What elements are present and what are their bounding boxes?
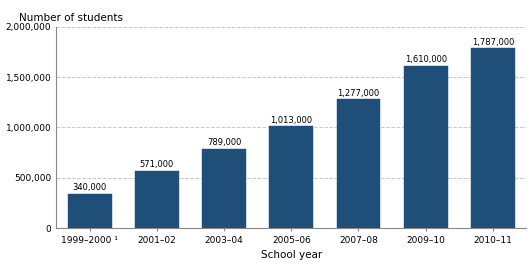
Bar xyxy=(202,149,246,228)
X-axis label: School year: School year xyxy=(261,251,322,260)
Bar xyxy=(471,48,514,228)
Bar xyxy=(337,99,380,228)
Text: 1,787,000: 1,787,000 xyxy=(472,38,514,47)
Text: Number of students: Number of students xyxy=(19,13,122,23)
Bar xyxy=(135,171,179,228)
Text: 340,000: 340,000 xyxy=(73,184,107,193)
Bar xyxy=(404,66,447,228)
Bar xyxy=(270,126,313,228)
Text: 789,000: 789,000 xyxy=(207,138,242,147)
Text: 571,000: 571,000 xyxy=(140,160,174,169)
Bar xyxy=(68,194,112,228)
Text: 1,610,000: 1,610,000 xyxy=(405,55,447,64)
Text: 1,013,000: 1,013,000 xyxy=(270,116,312,124)
Text: 1,277,000: 1,277,000 xyxy=(337,89,380,98)
